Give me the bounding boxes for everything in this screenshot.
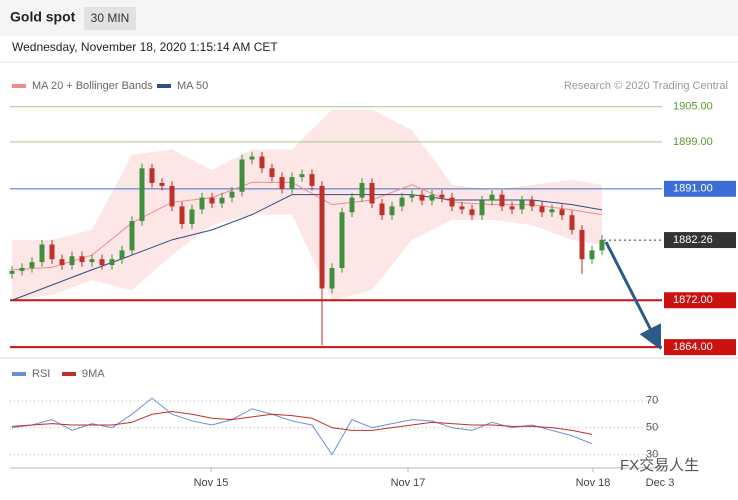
candle-body xyxy=(119,250,125,260)
candle-body xyxy=(129,221,135,251)
level-label-box xyxy=(664,292,736,309)
candle-body xyxy=(319,185,325,289)
candle-body xyxy=(399,197,405,207)
timeframe-badge[interactable] xyxy=(84,7,136,30)
level-label-box xyxy=(664,339,736,356)
candle-body xyxy=(469,209,475,216)
candle-body xyxy=(169,185,175,207)
current-price-box xyxy=(664,232,736,249)
candle-body xyxy=(349,197,355,213)
candle-body xyxy=(179,206,185,224)
candle-body xyxy=(499,194,505,207)
candle-body xyxy=(209,197,215,204)
candle-body xyxy=(339,212,345,268)
osc-line xyxy=(11,397,593,456)
candle-body xyxy=(69,256,75,266)
bollinger-band xyxy=(12,109,602,301)
candle-body xyxy=(279,177,285,189)
candle-body xyxy=(369,182,375,204)
x-tick-label: Nov 15 xyxy=(194,477,229,489)
candle-body xyxy=(79,256,85,263)
source: Research © 2020 Trading Central xyxy=(564,80,728,92)
candle-body xyxy=(159,182,165,186)
legend-label: RSI xyxy=(32,368,50,380)
watermark: FX交易人生 xyxy=(620,456,699,474)
candle-body xyxy=(229,191,235,198)
legend-label: 9MA xyxy=(82,368,105,380)
candle-body xyxy=(299,174,305,178)
candle-body xyxy=(409,194,415,198)
candle-body xyxy=(259,156,265,169)
candle-body xyxy=(149,168,155,183)
candle-body xyxy=(99,259,105,266)
candle-body xyxy=(559,209,565,216)
candle-body xyxy=(359,182,365,198)
osc-line xyxy=(11,411,593,435)
candle-body xyxy=(269,168,275,178)
candle-body xyxy=(539,206,545,213)
level-label: 1864.00 xyxy=(673,341,713,353)
candle-body xyxy=(199,197,205,210)
candle-body xyxy=(239,159,245,192)
candle-body xyxy=(439,194,445,198)
candle-body xyxy=(459,206,465,210)
candle-body xyxy=(329,267,335,289)
legend-label: MA 20 + Bollinger Bands xyxy=(32,80,153,92)
x-tick-label: Nov 17 xyxy=(391,477,426,489)
legend-label: MA 50 xyxy=(177,80,208,92)
candle-body xyxy=(249,156,255,160)
osc-tick-label: 30 xyxy=(646,448,658,460)
candle-body xyxy=(549,209,555,213)
candle-body xyxy=(529,200,535,207)
candle-body xyxy=(589,250,595,260)
x-tick-label: Dec 3 xyxy=(646,477,675,489)
osc-tick-label: 50 xyxy=(646,422,658,434)
candle-body xyxy=(309,174,315,186)
candle-body xyxy=(389,206,395,216)
level-label-box xyxy=(664,180,736,197)
level-label: 1891.00 xyxy=(673,183,713,195)
legend-swatch xyxy=(12,372,26,376)
x-tick-label: Nov 18 xyxy=(576,477,611,489)
candle-body xyxy=(599,239,605,251)
candle-body xyxy=(379,203,385,216)
level-label: 1872.00 xyxy=(673,294,713,306)
title: Gold spot xyxy=(10,9,76,25)
candle-body xyxy=(509,206,515,210)
candle-body xyxy=(189,209,195,224)
candle-body xyxy=(479,200,485,216)
candle-body xyxy=(579,229,585,260)
candle-body xyxy=(519,200,525,210)
candle-body xyxy=(429,194,435,201)
legend-swatch xyxy=(12,84,26,88)
candle-body xyxy=(139,168,145,222)
legend-swatch xyxy=(62,372,76,376)
timeframe[interactable]: 30 MIN xyxy=(91,11,130,25)
candle-body xyxy=(569,215,575,230)
candle-body xyxy=(29,262,35,268)
candle-body xyxy=(39,244,45,263)
candle-body xyxy=(9,270,15,274)
candle-body xyxy=(59,259,65,266)
current-price-label: 1882.26 xyxy=(673,234,713,246)
legend-swatch xyxy=(157,84,171,88)
candle-body xyxy=(89,259,95,263)
candle-body xyxy=(489,194,495,201)
forecast-arrow xyxy=(604,241,662,351)
candle-body xyxy=(109,259,115,266)
level-label: 1905.00 xyxy=(673,101,713,113)
candle-body xyxy=(419,194,425,201)
candle-body xyxy=(49,244,55,260)
candle-body xyxy=(449,197,455,207)
osc-tick-label: 70 xyxy=(646,395,658,407)
level-label: 1899.00 xyxy=(673,136,713,148)
subtitle: Wednesday, November 18, 2020 1:15:14 AM … xyxy=(12,40,278,54)
candle-body xyxy=(289,177,295,189)
candle-body xyxy=(19,267,25,271)
candle-body xyxy=(219,197,225,204)
